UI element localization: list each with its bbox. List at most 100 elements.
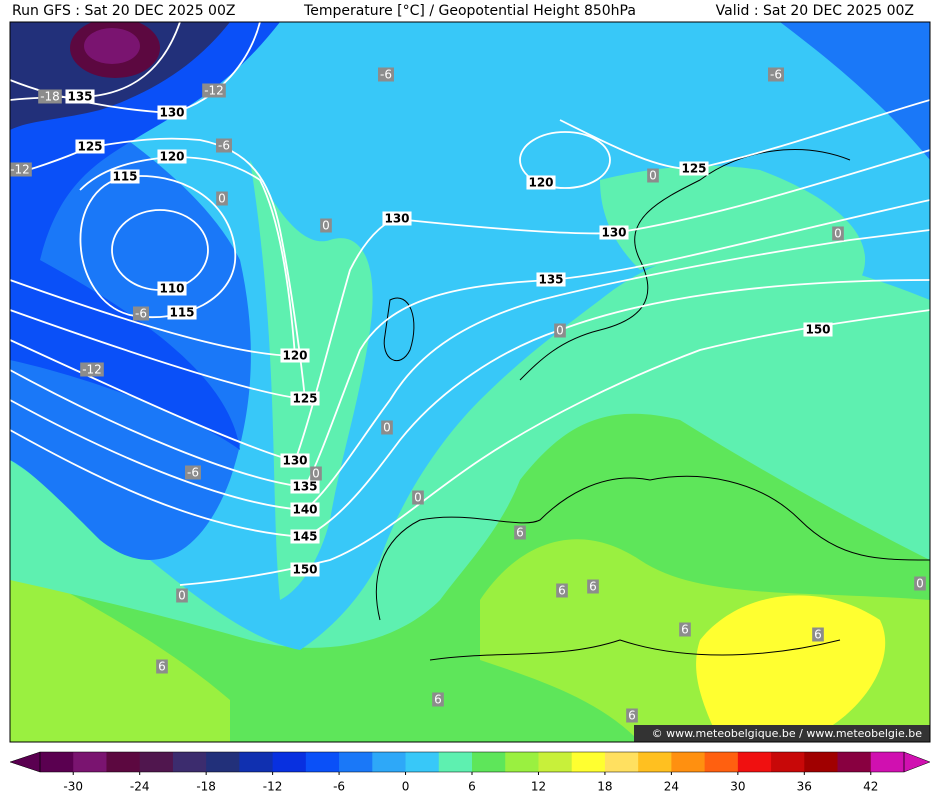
temperature-label: -6 bbox=[770, 68, 782, 82]
temperature-label: 0 bbox=[178, 589, 186, 603]
temperature-label-box bbox=[80, 362, 104, 377]
isohypse bbox=[10, 229, 930, 511]
temperature-label-box bbox=[378, 67, 394, 82]
colorbar-tick-label: 12 bbox=[531, 780, 546, 794]
height-label-box bbox=[75, 139, 105, 154]
height-label-box bbox=[382, 211, 412, 226]
temperature-label: -6 bbox=[218, 139, 230, 153]
temperature-label: 0 bbox=[916, 577, 924, 591]
coastline bbox=[429, 639, 841, 661]
isohypse bbox=[10, 149, 930, 463]
temperature-label: -12 bbox=[204, 84, 224, 98]
height-label-box bbox=[599, 225, 629, 240]
map-title: Temperature [°C] / Geopotential Height 8… bbox=[303, 3, 636, 19]
height-label: 125 bbox=[77, 140, 102, 154]
height-label-box bbox=[157, 149, 187, 164]
height-label: 130 bbox=[159, 106, 184, 120]
colorbar-tick-label: 36 bbox=[797, 780, 812, 794]
watermark: © www.meteobelgique.be / www.meteobelgie… bbox=[652, 727, 923, 740]
colorbar-end bbox=[903, 751, 931, 773]
temperature-label-box bbox=[38, 89, 62, 104]
valid-label: Valid : Sat 20 DEC 2025 00Z bbox=[716, 3, 914, 19]
colorbar-tick-label: -24 bbox=[130, 780, 150, 794]
colorbar-segment bbox=[106, 752, 141, 772]
colorbar-segment bbox=[837, 752, 872, 772]
temperature-label-box bbox=[176, 588, 188, 603]
temperature-label-box bbox=[202, 83, 226, 98]
colorbar-segment bbox=[638, 752, 672, 772]
colorbar-segment bbox=[538, 752, 573, 772]
colorbar-segment bbox=[704, 752, 739, 772]
height-label-box bbox=[290, 391, 320, 406]
map-frame bbox=[9, 21, 931, 743]
temperature-label-box bbox=[556, 583, 568, 598]
colorbar-segment bbox=[438, 752, 473, 772]
temperature-label: 6 bbox=[681, 623, 689, 637]
temperature-label: 0 bbox=[322, 219, 330, 233]
temperature-label: 0 bbox=[383, 421, 391, 435]
height-label-box bbox=[290, 562, 320, 577]
contour-labels: 135 130 125 120 115 110 115 120 125 130 135 140 145 1… bbox=[10, 67, 926, 723]
temperature-label: -18 bbox=[40, 90, 60, 104]
colorbar-segment bbox=[405, 752, 440, 772]
coastline bbox=[383, 297, 415, 362]
field bbox=[10, 560, 230, 742]
temperature-label: 6 bbox=[589, 580, 597, 594]
colorbar-tick-label: 42 bbox=[863, 780, 878, 794]
colorbar-segment bbox=[272, 752, 307, 772]
height-label-box bbox=[526, 175, 556, 190]
colorbar-segment bbox=[804, 752, 839, 772]
temperature-label-box bbox=[10, 162, 32, 177]
colorbar-segment bbox=[339, 752, 373, 772]
height-label-box bbox=[280, 453, 310, 468]
run-label: Run GFS : Sat 20 DEC 2025 00Z bbox=[12, 3, 235, 19]
temperature-label: 6 bbox=[814, 628, 822, 642]
height-label-box bbox=[803, 322, 833, 337]
isohypse bbox=[10, 199, 930, 488]
colorbar-tick-label: 18 bbox=[597, 780, 612, 794]
temperature-label-box bbox=[185, 465, 201, 480]
temperature-label: -6 bbox=[135, 307, 147, 321]
colorbar-segment bbox=[372, 752, 407, 772]
temperature-label-box bbox=[133, 306, 149, 321]
temperature-label-box bbox=[320, 218, 332, 233]
colorbar-tick-label: -12 bbox=[263, 780, 283, 794]
height-label: 115 bbox=[112, 170, 137, 184]
temperature-label-box bbox=[381, 420, 393, 435]
temperature-label-box bbox=[812, 627, 824, 642]
temperature-label: 0 bbox=[556, 324, 564, 338]
field bbox=[250, 160, 373, 600]
temperature-label-box bbox=[432, 692, 444, 707]
field bbox=[780, 22, 930, 160]
height-label-box bbox=[536, 272, 566, 287]
colorbar-tick-label: -6 bbox=[333, 780, 345, 794]
height-label-box bbox=[290, 529, 320, 544]
colorbar-tick-label: 0 bbox=[402, 780, 410, 794]
colorbar-segment bbox=[73, 752, 107, 772]
temperature-label-box bbox=[412, 490, 424, 505]
height-label-box bbox=[679, 161, 709, 176]
height-label-box bbox=[167, 305, 197, 320]
height-label: 145 bbox=[292, 530, 317, 544]
colorbar-tick-label: -18 bbox=[196, 780, 216, 794]
colorbar-segment bbox=[40, 752, 74, 772]
temperature-label-box bbox=[626, 708, 638, 723]
height-label-box bbox=[157, 105, 187, 120]
colorbar-segment bbox=[206, 752, 240, 772]
colorbar-end bbox=[9, 751, 41, 773]
temperature-label: -12 bbox=[82, 363, 102, 377]
temperature-label-box bbox=[647, 168, 659, 183]
colorbar: -30 -24 -18 -12 -6 0 6 12 18 24 30 36 42 bbox=[9, 751, 931, 794]
height-label: 120 bbox=[282, 349, 307, 363]
height-label: 115 bbox=[169, 306, 194, 320]
map: 135 130 125 120 115 110 115 120 125 130 135 140 145 1… bbox=[10, 22, 930, 742]
height-label-box bbox=[157, 281, 187, 296]
height-label: 130 bbox=[384, 212, 409, 226]
height-label-box bbox=[65, 89, 95, 104]
colorbar-segment bbox=[305, 752, 340, 772]
colorbar-segment bbox=[870, 752, 905, 772]
height-label: 120 bbox=[528, 176, 553, 190]
height-label-box bbox=[290, 502, 320, 517]
colorbar-segment bbox=[737, 752, 772, 772]
